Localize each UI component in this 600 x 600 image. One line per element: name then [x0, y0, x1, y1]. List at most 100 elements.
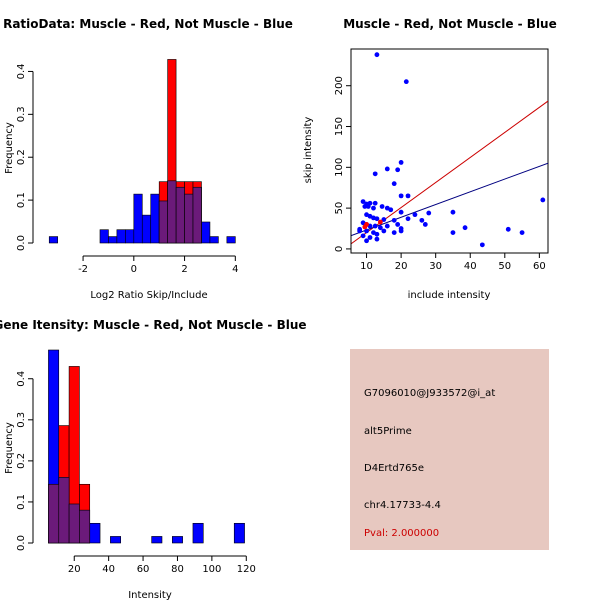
intensity-chart-title: Gene Itensity: Muscle - Red, Not Muscle …: [0, 318, 307, 332]
ratio-y-tick-label: 0.0: [16, 235, 27, 251]
scatter-panel: Muscle - Red, Not Muscle - Blue 10 20 30 40…: [303, 17, 557, 301]
ratio-bar-overlap: [184, 193, 194, 244]
ratio-y-label: Frequency: [4, 122, 15, 174]
scatter-point-not-muscle: [412, 212, 418, 218]
ratio-bar-overlap: [175, 186, 185, 244]
ratio-bar-overlap: [167, 180, 177, 244]
scatter-point-not-muscle: [379, 204, 385, 209]
ratio-bar-not-muscle: [141, 214, 152, 244]
gene-name: D4Ertd765e: [364, 463, 424, 474]
ratio-bar-not-muscle: [48, 236, 58, 244]
intensity-x-tick-label: 40: [102, 564, 115, 575]
scatter-x-tick-label: 10: [360, 261, 373, 272]
scatter-point-not-muscle: [374, 216, 380, 222]
intensity-bar-not-muscle: [233, 522, 245, 544]
scatter-point-not-muscle: [391, 230, 397, 236]
scatter-point-not-muscle: [371, 205, 376, 211]
intensity-y-tick-label: 0.4: [16, 371, 27, 387]
scatter-fit-line-not-muscle: [351, 162, 548, 237]
intensity-y-tick-label: 0.3: [16, 412, 27, 428]
intensity-bar-overlap: [48, 483, 60, 544]
scatter-point-not-muscle: [364, 228, 369, 234]
scatter-x-tick-label: 40: [464, 261, 477, 272]
scatter-y-tick-label: 50: [334, 202, 345, 215]
scatter-point-muscle: [377, 219, 383, 225]
scatter-x-tick-label: 50: [498, 261, 511, 272]
ratio-histogram-panel: RatioData: Muscle - Red, Not Muscle - Bl…: [3, 17, 293, 301]
scatter-point-not-muscle: [381, 228, 387, 234]
scatter-y-tick-label: 100: [334, 158, 345, 177]
scatter-point-not-muscle: [360, 233, 366, 239]
scatter-point-not-muscle: [372, 171, 378, 177]
ratio-bar-overlap: [192, 186, 202, 244]
info-background: [350, 349, 549, 550]
intensity-x-label: Intensity: [128, 590, 172, 600]
scatter-y-tick-label: 0: [334, 246, 345, 252]
ratio-bar-not-muscle: [99, 229, 109, 244]
scatter-axes: 10 20 30 40 50 60 0 50 100 150 200: [334, 76, 546, 272]
intensity-axes: 20 40 60 80 100 120 0.0 0.1 0.2 0.3 0.4: [16, 371, 256, 575]
ratio-x-tick-label: -2: [78, 264, 88, 275]
intensity-x-tick-label: 20: [68, 564, 81, 575]
scatter-x-tick-label: 20: [395, 261, 408, 272]
ratio-bar-not-muscle: [201, 221, 211, 244]
ratio-bar-not-muscle: [150, 193, 160, 244]
scatter-point-not-muscle: [391, 181, 397, 187]
scatter-point-not-muscle: [426, 210, 432, 216]
scatter-point-muscle: [362, 224, 368, 230]
scatter-point-not-muscle: [519, 230, 525, 236]
scatter-point-not-muscle: [395, 167, 401, 173]
scatter-point-not-muscle: [398, 209, 404, 215]
scatter-point-not-muscle: [381, 217, 387, 222]
scatter-point-not-muscle: [395, 222, 401, 227]
ratio-y-tick-label: 0.1: [16, 192, 27, 208]
ratio-bar-not-muscle: [125, 229, 135, 244]
scatter-point-not-muscle: [365, 204, 371, 209]
probe-id: G7096010@J933572@i_at: [364, 388, 495, 399]
intensity-bars: [48, 349, 245, 544]
scatter-point-not-muscle: [405, 216, 411, 222]
scatter-y-label: skip intensity: [303, 117, 314, 184]
intensity-bar-not-muscle: [192, 522, 204, 544]
ratio-bar-not-muscle: [209, 236, 219, 244]
scatter-point-not-muscle: [462, 225, 468, 231]
scatter-x-tick-label: 60: [533, 261, 546, 272]
ratio-bar-overlap: [158, 200, 168, 244]
scatter-point-not-muscle: [384, 166, 390, 172]
ratio-y-tick-label: 0.2: [16, 149, 27, 165]
scatter-point-not-muscle: [357, 228, 363, 234]
scatter-point-not-muscle: [372, 223, 378, 229]
scatter-point-not-muscle: [360, 199, 366, 204]
scatter-point-not-muscle: [450, 209, 456, 215]
intensity-y-tick-label: 0.0: [16, 535, 27, 551]
intensity-x-tick-label: 100: [202, 564, 221, 575]
ratio-x-label: Log2 Ratio Skip/Include: [90, 290, 207, 301]
pval-text: Pval: 2.000000: [364, 528, 439, 539]
intensity-x-tick-label: 120: [237, 564, 256, 575]
scatter-point-not-muscle: [540, 197, 546, 203]
scatter-point-not-muscle: [419, 217, 425, 223]
scatter-point-not-muscle: [398, 160, 404, 165]
ratio-bar-not-muscle: [108, 236, 118, 244]
intensity-bar-overlap: [58, 476, 70, 544]
scatter-point-not-muscle: [367, 235, 373, 240]
ratio-y-tick-label: 0.3: [16, 106, 27, 122]
intensity-bar-not-muscle: [89, 522, 101, 544]
ratio-x-tick-label: 4: [232, 264, 238, 275]
scatter-point-not-muscle: [505, 226, 511, 232]
scatter-point-not-muscle: [388, 207, 394, 213]
intensity-bar-overlap: [79, 509, 91, 544]
intensity-y-tick-label: 0.2: [16, 453, 27, 469]
ratio-x-tick-label: 0: [131, 264, 137, 275]
scatter-point-not-muscle: [374, 231, 380, 237]
intensity-histogram-panel: Gene Itensity: Muscle - Red, Not Muscle …: [0, 318, 307, 600]
scatter-point-not-muscle: [384, 223, 390, 229]
scatter-point-not-muscle: [364, 238, 369, 244]
scatter-point-not-muscle: [479, 242, 485, 248]
event-type: alt5Prime: [364, 426, 412, 437]
scatter-x-label: include intensity: [408, 290, 491, 301]
scatter-point-not-muscle: [398, 193, 404, 199]
ratio-x-tick-label: 2: [181, 264, 187, 275]
intensity-bar-not-muscle: [151, 536, 163, 544]
ratio-bar-not-muscle: [116, 229, 126, 244]
